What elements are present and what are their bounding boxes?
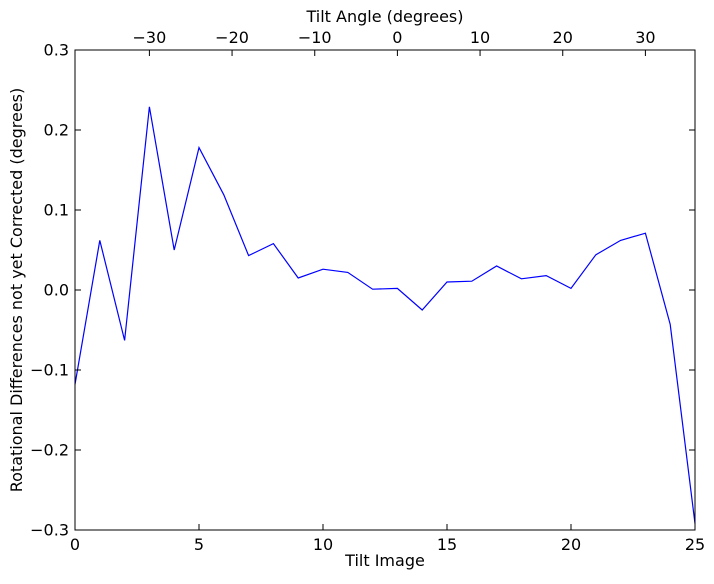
- x-axis-label: Tilt Image: [344, 551, 425, 570]
- x-tick-label: 15: [437, 535, 457, 554]
- y-axis-label: Rotational Differences not yet Corrected…: [7, 88, 26, 493]
- tick-layer: [75, 50, 695, 530]
- x-tick-label: 20: [561, 535, 581, 554]
- top-x-tick-label: −30: [133, 28, 167, 47]
- y-tick-label: −0.1: [30, 361, 69, 380]
- data-layer: [75, 107, 695, 524]
- tick-label-layer: 0 5 10 15 20 25 −0.3 −0.2 −0.1 0.0 0.1 0.2 0.3 −30 −20…: [30, 28, 705, 554]
- top-x-axis-label: Tilt Angle (degrees): [305, 7, 463, 26]
- plot-frame: [75, 50, 695, 530]
- x-tick-label: 10: [313, 535, 333, 554]
- x-tick-label: 5: [194, 535, 204, 554]
- x-tick-label: 25: [685, 535, 705, 554]
- top-x-tick-label: −10: [298, 28, 332, 47]
- top-x-tick-label: 10: [470, 28, 490, 47]
- top-x-tick-label: 0: [392, 28, 402, 47]
- y-tick-label: 0.3: [44, 41, 69, 60]
- y-tick-label: 0.1: [44, 201, 69, 220]
- top-x-tick-label: 20: [553, 28, 573, 47]
- top-x-tick-label: 30: [635, 28, 655, 47]
- top-x-tick-label: −20: [215, 28, 249, 47]
- y-tick-label: 0.2: [44, 121, 69, 140]
- y-tick-label: 0.0: [44, 281, 69, 300]
- x-tick-label: 0: [70, 535, 80, 554]
- series-line: [75, 107, 695, 524]
- y-tick-label: −0.3: [30, 521, 69, 540]
- y-tick-label: −0.2: [30, 441, 69, 460]
